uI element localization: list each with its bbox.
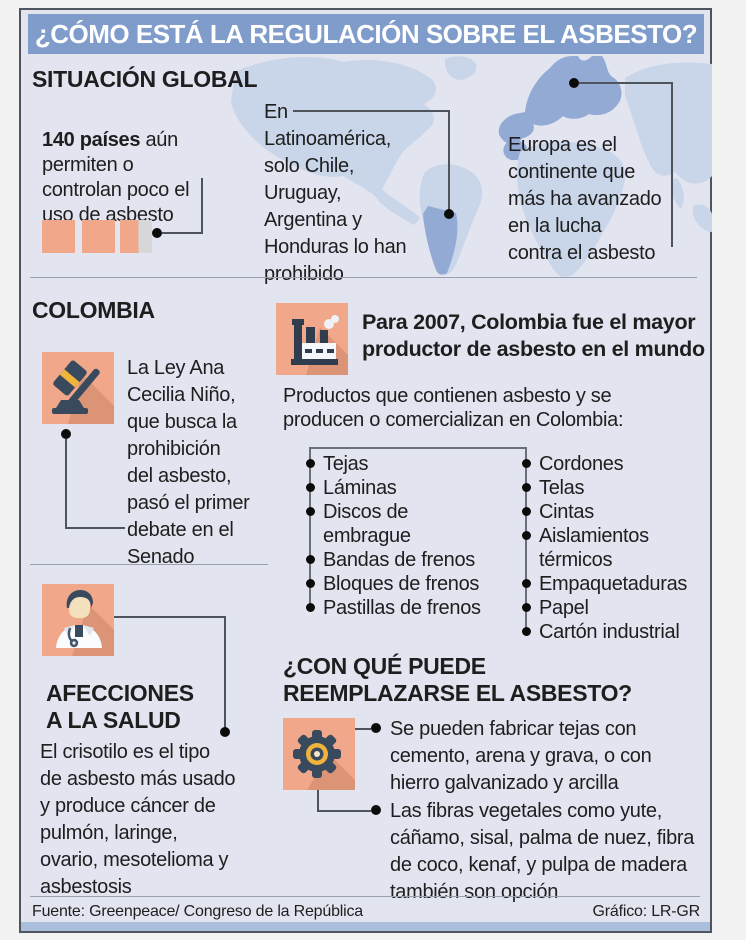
connector-line xyxy=(355,728,371,730)
list-item: Cartón industrial xyxy=(522,620,711,644)
list-item: Bloques de frenos xyxy=(306,572,510,596)
connector-line xyxy=(317,810,371,812)
connector-line xyxy=(293,110,450,112)
section-divider xyxy=(30,564,268,565)
law-note: La Ley Ana Cecilia Niño, que busca la pr… xyxy=(127,357,250,568)
section-heading-global: SITUACIÓN GLOBAL xyxy=(32,66,258,92)
connector-dot xyxy=(61,429,71,439)
connector-line xyxy=(65,439,67,529)
section-heading-colombia: COLOMBIA xyxy=(32,297,155,323)
europe-note: Europa es el continente que más ha avanz… xyxy=(508,134,662,264)
connector-line xyxy=(114,616,226,618)
list-item: Cordones xyxy=(522,452,711,476)
connector-line xyxy=(671,82,673,247)
connector-dot-europe xyxy=(569,78,579,88)
connector-line xyxy=(579,82,673,84)
health-body: El crisotilo es el tipo de asbesto más u… xyxy=(40,741,236,898)
list-item: Papel xyxy=(522,596,711,620)
stat-square-2 xyxy=(82,220,115,253)
stat-square-3-partial xyxy=(120,220,152,253)
footer-source: Fuente: Greenpeace/ Congreso de la Repúb… xyxy=(32,903,363,920)
products-list-col2: Cordones Telas Cintas Aislamientos térmi… xyxy=(522,452,711,644)
list-item: Bandas de frenos xyxy=(306,548,510,572)
connector-line xyxy=(224,616,226,728)
list-item: Telas xyxy=(522,476,711,500)
list-item: Tejas xyxy=(306,452,510,476)
connector-dot xyxy=(371,805,381,815)
connector-dot-south-america xyxy=(444,209,454,219)
doctor-icon xyxy=(56,590,114,656)
section-heading-replace: ¿CON QUÉ PUEDE REEMPLAZARSE EL ASBESTO? xyxy=(283,653,632,706)
stat-140-countries: 140 países aún permiten o controlan poco… xyxy=(42,103,237,228)
producer-title: Para 2007, Colombia fue el mayor product… xyxy=(362,310,705,361)
products-list-col1: Tejas Láminas Discos de embrague Bandas … xyxy=(306,452,510,620)
footer-divider xyxy=(30,896,700,897)
products-intro: Productos que contienen asbesto y se pro… xyxy=(283,385,624,431)
connector-line xyxy=(448,110,450,212)
header-bar: ¿CÓMO ESTÁ LA REGULACIÓN SOBRE EL ASBEST… xyxy=(28,14,704,54)
world-map xyxy=(231,56,712,277)
connector-line xyxy=(162,232,202,234)
section-divider xyxy=(30,277,697,278)
replace-bullet-1: Se pueden fabricar tejas con cemento, ar… xyxy=(390,718,652,794)
list-item: Láminas xyxy=(306,476,510,500)
doctor-icon-tile xyxy=(42,584,114,656)
list-item: Pastillas de frenos xyxy=(306,596,510,620)
factory-icon-tile xyxy=(276,303,348,375)
section-heading-health: AFECCIONES A LA SALUD xyxy=(46,680,194,733)
factory-icon xyxy=(291,315,348,375)
list-item: Discos de embrague xyxy=(306,500,510,548)
replace-bullet-2: Las fibras vegetales como yute, cáñamo, … xyxy=(390,800,695,903)
stat-bold: 140 países xyxy=(42,129,141,151)
latam-note: En Latinoamérica, solo Chile, Uruguay, A… xyxy=(264,101,407,285)
bracket-line xyxy=(310,447,527,449)
connector-dot xyxy=(152,228,162,238)
bracket-line xyxy=(309,447,311,605)
gavel-icon xyxy=(52,360,114,424)
law-icon-tile xyxy=(42,352,114,424)
gear-icon-tile xyxy=(283,718,355,790)
page-title: ¿CÓMO ESTÁ LA REGULACIÓN SOBRE EL ASBEST… xyxy=(34,19,698,49)
bottom-strip xyxy=(21,922,710,931)
stat-square-1 xyxy=(42,220,75,253)
connector-line xyxy=(317,790,319,812)
connector-line xyxy=(65,527,125,529)
list-item: Cintas xyxy=(522,500,711,524)
connector-dot xyxy=(371,723,381,733)
connector-dot xyxy=(220,727,230,737)
list-item: Empaquetaduras xyxy=(522,572,711,596)
gear-icon xyxy=(293,730,355,790)
connector-line xyxy=(201,178,203,234)
footer-credit: Gráfico: LR-GR xyxy=(592,903,701,920)
list-item: Aislamientos térmicos xyxy=(522,524,711,572)
